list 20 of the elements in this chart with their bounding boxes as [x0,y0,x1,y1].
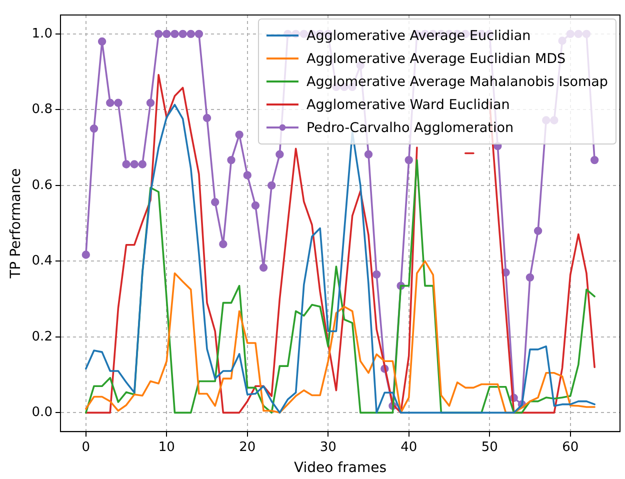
y-tick-label: 0.4 [32,254,52,269]
y-tick-label: 0.0 [32,405,52,420]
x-tick-label: 50 [481,440,498,455]
y-tick-label: 0.2 [32,329,52,344]
legend-label: Agglomerative Average Mahalanobis Isomap [306,74,608,90]
x-tick-label: 0 [82,440,90,455]
x-tick-label: 10 [158,440,175,455]
legend-label: Agglomerative Average Euclidian [306,28,531,44]
x-tick-label: 40 [400,440,418,455]
y-axis-title: TP Performance [8,168,24,280]
y-tick-label: 1.0 [32,26,52,42]
y-tick-label: 0.6 [32,178,52,193]
legend-label: Agglomerative Average Euclidian MDS [306,51,566,67]
x-tick-label: 30 [320,440,336,455]
legend-label: Agglomerative Ward Euclidian [306,97,510,113]
x-tick-label: 20 [239,440,256,455]
x-tick-label: 60 [562,440,579,455]
y-tick-label: 0.8 [32,102,52,118]
legend-label: Pedro-Carvalho Agglomeration [306,120,514,136]
x-axis-title: Video frames [294,460,386,476]
